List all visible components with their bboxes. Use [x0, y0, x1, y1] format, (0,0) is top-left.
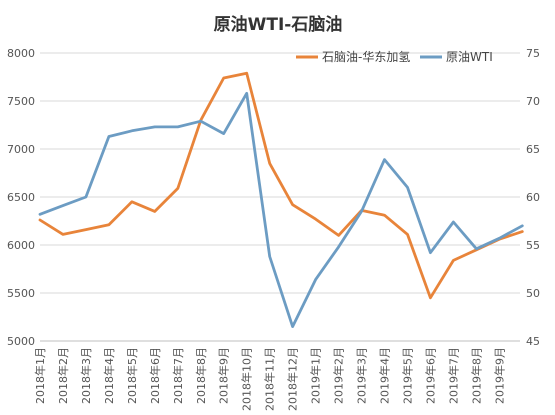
left-tick-label: 7500	[7, 95, 35, 108]
x-tick-label: 2018年6月	[148, 347, 162, 404]
x-tick-label: 2018年7月	[171, 347, 185, 404]
x-tick-label: 2019年5月	[400, 347, 414, 404]
x-tick-label: 2019年7月	[446, 347, 460, 404]
x-tick-label: 2018年1月	[33, 347, 47, 404]
left-tick-label: 6000	[7, 239, 35, 252]
right-tick-label: 65	[526, 143, 540, 156]
series-layer	[38, 71, 524, 328]
x-tick-label: 2019年6月	[423, 347, 437, 404]
x-tick-label: 2018年10月	[240, 347, 254, 411]
right-y-axis: 45 50 55 60 65 70 75	[526, 47, 540, 348]
legend: 石脑油-华东加氢 原油WTI	[296, 49, 493, 64]
x-tick-label: 2018年11月	[263, 347, 277, 411]
gridlines	[40, 52, 520, 342]
x-tick-label: 2018年4月	[102, 347, 116, 404]
x-tick-label: 2018年9月	[217, 347, 231, 404]
left-tick-label: 6500	[7, 191, 35, 204]
x-tick-label: 2019年2月	[332, 347, 346, 404]
left-y-axis: 5000 5500 6000 6500 7000 7500 8000	[7, 47, 35, 348]
x-tick-label: 2019年4月	[377, 347, 391, 404]
x-tick-label: 2018年12月	[286, 347, 300, 411]
right-tick-label: 45	[526, 335, 540, 348]
x-tick-label: 2019年8月	[469, 347, 483, 404]
legend-label-1: 原油WTI	[446, 50, 493, 64]
x-tick-label: 2018年2月	[56, 347, 70, 404]
right-tick-label: 50	[526, 287, 540, 300]
legend-label-0: 石脑油-华东加氢	[322, 49, 410, 64]
left-tick-label: 7000	[7, 143, 35, 156]
x-tick-label: 2019年1月	[309, 347, 323, 404]
x-tick-label: 2018年8月	[194, 347, 208, 404]
x-tick-label: 2018年3月	[79, 347, 93, 404]
chart-title: 原油WTI-石脑油	[214, 14, 343, 35]
x-axis: 2018年1月 2018年2月 2018年3月 2018年4月 2018年5月 2018年…	[33, 340, 520, 411]
x-tick-label: 2018年5月	[125, 347, 139, 404]
left-tick-label: 5500	[7, 287, 35, 300]
x-tick-label: 2019年3月	[355, 347, 369, 404]
right-tick-label: 75	[526, 47, 540, 60]
right-tick-label: 55	[526, 239, 540, 252]
series-line-1	[38, 91, 524, 328]
right-tick-label: 60	[526, 191, 540, 204]
left-tick-label: 5000	[7, 335, 35, 348]
right-tick-label: 70	[526, 95, 540, 108]
left-tick-label: 8000	[7, 47, 35, 60]
series-line-0	[38, 71, 524, 300]
x-tick-label: 2019年9月	[492, 347, 506, 404]
